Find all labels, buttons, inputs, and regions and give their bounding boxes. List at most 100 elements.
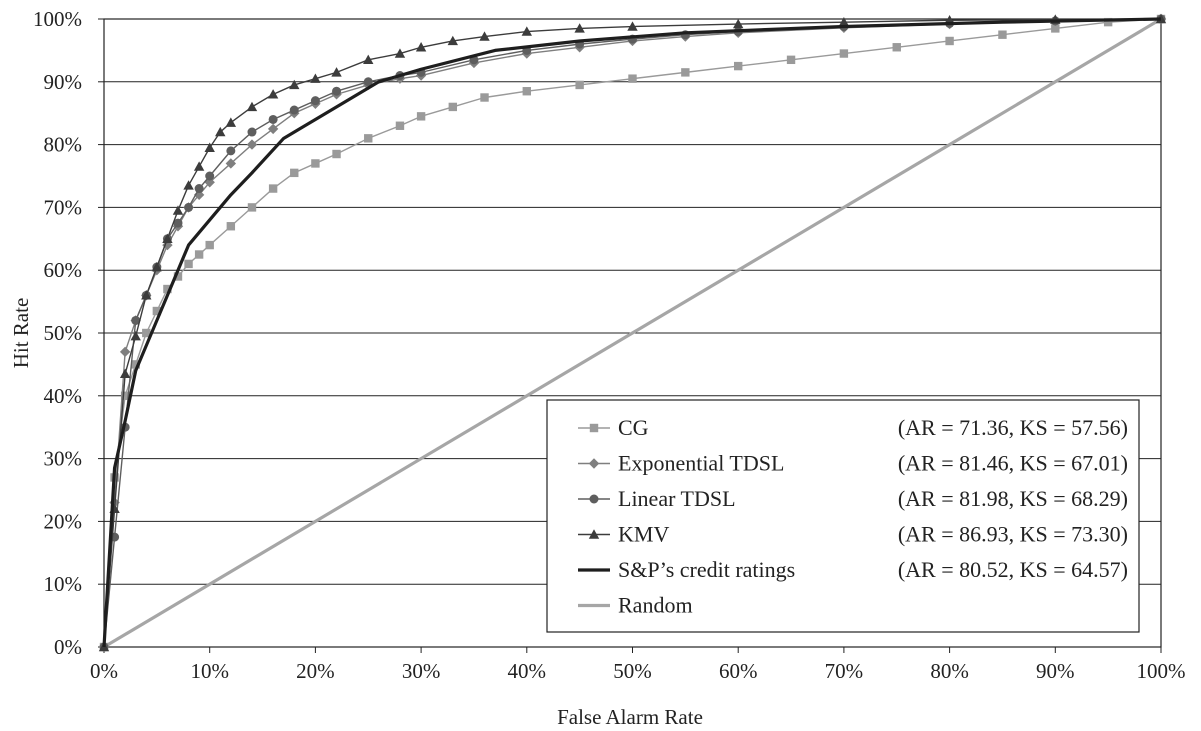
y-tick-label: 60%: [44, 258, 83, 282]
legend-stats: (AR = 81.46, KS = 67.01): [898, 451, 1128, 476]
legend-label: Linear TDSL: [618, 486, 736, 511]
data-point-kmv: [172, 205, 184, 215]
data-point-kmv: [1155, 13, 1167, 24]
series-kmv: [98, 13, 1167, 652]
data-point-linear-tdsl: [289, 105, 299, 115]
legend-label: S&P’s credit ratings: [618, 557, 795, 582]
plot-frame: [103, 18, 1162, 648]
data-point-linear-tdsl: [332, 86, 342, 96]
data-point-cg: [839, 49, 849, 58]
series-line-s-p-s-credit-ratings: [102, 17, 1162, 648]
y-tick-labels: 0% 10% 20% 30% 40% 50% 60% 70% 80% 90% 100%: [33, 7, 82, 659]
legend-marker: [589, 494, 599, 504]
legend-box: [546, 399, 1140, 633]
x-tick-labels: 0% 10% 20% 30% 40% 50% 60% 70% 80% 90% 100%: [90, 659, 1186, 683]
data-point-linear-tdsl: [173, 218, 183, 228]
series-line-exponential-tdsl: [103, 18, 1162, 648]
legend-item-s-p-s-credit-ratings: S&P’s credit ratings (AR = 80.52, KS = 64…: [578, 557, 1128, 582]
data-point-kmv: [733, 18, 744, 29]
data-point-linear-tdsl: [226, 146, 236, 156]
x-tick-label: 0%: [90, 659, 118, 683]
legend-item-linear-tdsl: Linear TDSL (AR = 81.98, KS = 68.29): [578, 486, 1128, 511]
data-point-cg: [1103, 17, 1113, 27]
data-point-cg: [448, 102, 458, 112]
data-point-kmv: [151, 261, 163, 272]
data-point-kmv: [574, 23, 585, 33]
y-tick-label: 30%: [44, 447, 83, 471]
data-point-cg: [311, 159, 320, 168]
data-point-cg: [395, 121, 405, 130]
legend-stats: (AR = 81.98, KS = 68.29): [898, 486, 1128, 511]
legend-marker: [588, 529, 600, 539]
data-point-cg: [681, 68, 690, 77]
series-layer: [98, 13, 1167, 653]
data-point-kmv: [215, 126, 226, 137]
data-point-kmv: [331, 67, 342, 77]
data-point-cg: [734, 61, 743, 71]
legend-item-random: Random: [578, 593, 693, 618]
data-point-linear-tdsl: [310, 96, 320, 106]
y-tick-label: 80%: [44, 133, 83, 157]
legend-stats: (AR = 80.52, KS = 64.57): [898, 557, 1128, 582]
data-point-cg: [131, 360, 140, 369]
data-point-linear-tdsl: [247, 127, 257, 137]
data-point-linear-tdsl: [205, 171, 215, 181]
data-point-kmv: [479, 31, 490, 41]
legend-marker: [589, 423, 599, 433]
data-point-kmv: [162, 233, 173, 243]
data-point-cg: [945, 36, 954, 46]
x-tick-label: 20%: [296, 659, 335, 683]
x-axis-label: False Alarm Rate: [557, 705, 703, 729]
series-line-random: [103, 17, 1162, 649]
data-point-cg: [522, 87, 531, 96]
y-tick-label: 50%: [44, 321, 83, 345]
y-tick-label: 20%: [44, 509, 83, 533]
data-point-linear-tdsl: [268, 114, 278, 124]
data-point-exponential-tdsl: [119, 346, 131, 358]
data-point-cg: [786, 55, 796, 65]
x-tick-label: 80%: [930, 659, 969, 683]
data-point-linear-tdsl: [363, 77, 373, 87]
data-point-cg: [998, 30, 1007, 39]
y-tick-label: 0%: [54, 635, 82, 659]
legend: CG (AR = 71.36, KS = 57.56) Exponential TD…: [546, 399, 1140, 633]
data-point-cg: [364, 134, 373, 143]
data-point-cg: [416, 112, 426, 121]
data-point-linear-tdsl: [131, 315, 141, 325]
legend-stats: (AR = 86.93, KS = 73.30): [898, 522, 1128, 547]
data-point-cg: [184, 259, 193, 269]
legend-item-kmv: KMV (AR = 86.93, KS = 73.30): [578, 522, 1128, 547]
x-tick-label: 90%: [1036, 659, 1075, 683]
data-point-cg: [247, 203, 257, 212]
x-tick-label: 70%: [825, 659, 864, 683]
data-point-cg: [628, 74, 637, 83]
data-point-kmv: [119, 368, 131, 379]
series-random: [103, 17, 1162, 649]
data-point-kmv: [363, 54, 374, 65]
data-point-kmv: [204, 142, 215, 152]
x-tick-label: 40%: [508, 659, 547, 683]
data-point-linear-tdsl: [194, 184, 204, 194]
data-point-cg: [152, 306, 162, 316]
data-point-exponential-tdsl: [193, 189, 205, 201]
y-tick-label: 10%: [44, 572, 83, 596]
data-point-cg: [290, 168, 299, 178]
data-point-kmv: [130, 330, 141, 341]
y-axis-label: Hit Rate: [9, 298, 33, 369]
data-point-kmv: [141, 290, 152, 300]
series-cg: [99, 14, 1166, 652]
data-point-cg: [194, 250, 204, 259]
legend-label: Random: [618, 593, 693, 618]
data-point-cg: [268, 184, 278, 193]
data-point-linear-tdsl: [184, 202, 194, 212]
data-point-kmv: [289, 79, 300, 90]
data-point-kmv: [521, 26, 532, 36]
data-point-cg: [205, 240, 214, 250]
data-point-kmv: [394, 48, 406, 58]
data-point-kmv: [183, 180, 194, 190]
data-point-cg: [1051, 24, 1060, 33]
data-point-kmv: [193, 161, 205, 171]
data-point-kmv: [267, 89, 279, 99]
x-tick-label: 100%: [1137, 659, 1186, 683]
